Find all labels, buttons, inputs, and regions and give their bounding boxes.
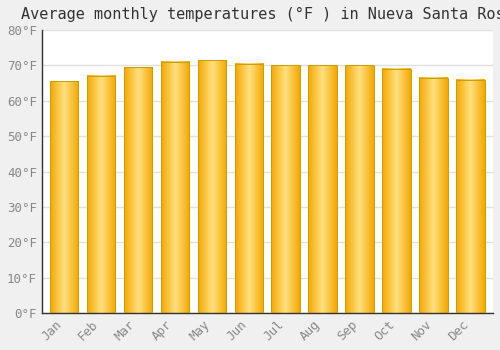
Title: Average monthly temperatures (°F ) in Nueva Santa Rosa: Average monthly temperatures (°F ) in Nu… [21,7,500,22]
Bar [86,76,116,313]
Bar [272,65,300,313]
Bar [160,62,190,313]
Bar [124,67,152,313]
Bar [420,78,448,313]
Bar [198,60,226,313]
Bar [308,65,338,313]
Bar [346,65,374,313]
Bar [456,79,486,313]
Bar [382,69,412,313]
Bar [50,81,78,313]
Bar [234,64,264,313]
